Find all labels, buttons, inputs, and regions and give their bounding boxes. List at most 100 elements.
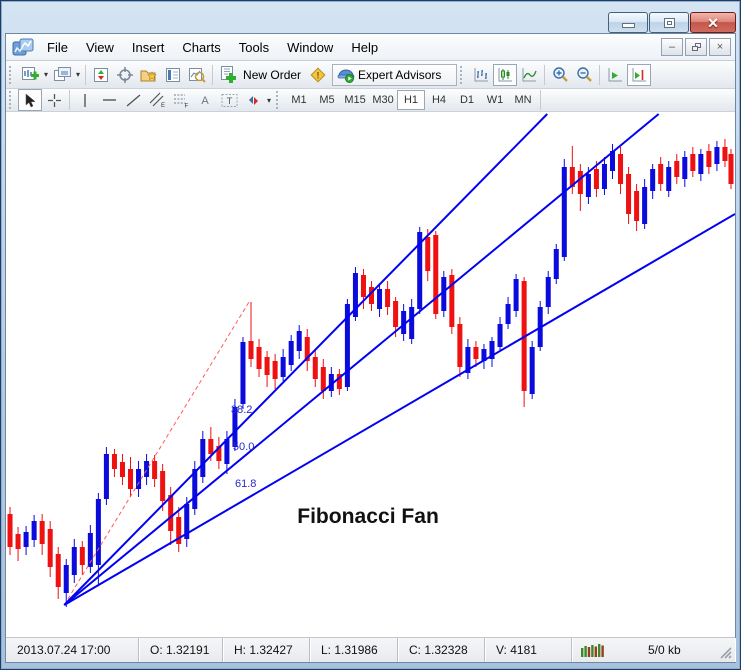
vertical-line-tool[interactable] <box>73 89 97 111</box>
strategy-tester-button[interactable] <box>185 64 209 86</box>
zoom-in-button[interactable] <box>548 64 572 86</box>
cursor-tool-button[interactable] <box>18 89 42 111</box>
crosshair-tool-button[interactable] <box>42 89 66 111</box>
title-bar: ✕ <box>1 1 740 33</box>
equidistant-channel-tool[interactable]: E <box>145 89 169 111</box>
text-tool[interactable]: A <box>193 89 217 111</box>
timeframe-h4[interactable]: H4 <box>431 94 447 106</box>
toolbar-separator <box>540 90 542 110</box>
terminal-button[interactable] <box>161 64 185 86</box>
status-open: O: 1.32191 <box>139 638 223 662</box>
navigator-button[interactable] <box>137 64 161 86</box>
auto-scroll-button[interactable] <box>603 64 627 86</box>
menu-window[interactable]: Window <box>287 39 334 55</box>
bar-chart-button[interactable] <box>469 64 493 86</box>
window-controls: ✕ <box>608 12 736 33</box>
expert-advisors-button[interactable]: Expert Advisors <box>332 63 458 86</box>
new-order-button[interactable] <box>216 64 240 86</box>
mdi-minimize-button[interactable]: – <box>661 38 683 56</box>
text-label-tool[interactable]: T <box>217 89 241 111</box>
expert-advisor-hat-icon <box>337 69 355 83</box>
timeframe-h1[interactable]: H1 <box>397 90 426 110</box>
timeframe-m5[interactable]: M5 <box>319 94 335 106</box>
arrows-tool[interactable] <box>241 89 265 111</box>
svg-text:!: ! <box>317 70 320 80</box>
profiles-button[interactable] <box>50 64 74 86</box>
fan-level-label: 38.2 <box>231 404 252 416</box>
line-chart-button[interactable] <box>517 64 541 86</box>
new-chart-button[interactable] <box>18 64 42 86</box>
candlestick-chart-icon <box>498 67 513 81</box>
connection-signal-icon <box>581 644 604 657</box>
data-window-button[interactable] <box>113 64 137 86</box>
zoom-out-icon <box>577 67 592 82</box>
new-order-label[interactable]: New Order <box>243 67 302 82</box>
candlestick-chart-canvas[interactable]: 38.2 50.0 61.8 Fibonacci Fan <box>6 112 735 637</box>
toolbar-separator <box>69 90 70 110</box>
toolbar-separator <box>212 64 214 85</box>
toolbar-grip[interactable] <box>276 91 280 109</box>
menu-charts[interactable]: Charts <box>182 39 221 55</box>
toolbar-grip[interactable] <box>9 65 13 84</box>
menu-file[interactable]: File <box>47 39 68 55</box>
terminal-icon <box>166 67 181 82</box>
fibonacci-fan-annotation: Fibonacci Fan <box>297 505 439 528</box>
toolbar-grip[interactable] <box>9 91 13 109</box>
timeframe-w1[interactable]: W1 <box>486 94 504 106</box>
line-studies-toolbar: E F A T <box>6 89 735 112</box>
zoom-out-button[interactable] <box>572 64 596 86</box>
mt4-logo-icon <box>12 38 34 56</box>
toolbar-separator <box>599 64 601 85</box>
timeframe-m1[interactable]: M1 <box>291 94 307 106</box>
mdi-close-button[interactable]: × <box>709 38 731 56</box>
fibonacci-icon: F <box>174 94 189 108</box>
status-bar: 2013.07.24 17:00 O: 1.32191 H: 1.32427 L… <box>6 637 735 662</box>
mdi-restore-button[interactable] <box>685 38 707 56</box>
arrows-dropdown[interactable]: ▾ <box>267 95 272 105</box>
status-high: H: 1.32427 <box>223 638 310 662</box>
text-label-icon: T <box>221 93 237 107</box>
fan-level-label: 50.0 <box>233 441 254 453</box>
resize-grip[interactable] <box>718 645 732 659</box>
menu-view[interactable]: View <box>85 39 114 55</box>
expert-advisors-label: Expert Advisors <box>358 67 442 82</box>
alert-diamond-icon: ! <box>310 67 326 82</box>
channel-icon: E <box>149 92 165 108</box>
trendline-tool[interactable] <box>121 89 145 111</box>
menu-tools[interactable]: Tools <box>238 39 270 55</box>
timeframe-mn[interactable]: MN <box>514 94 532 106</box>
chart-shift-button[interactable] <box>627 63 652 86</box>
menu-insert[interactable]: Insert <box>131 39 165 55</box>
timeframe-d1[interactable]: D1 <box>459 94 475 106</box>
candlestick-chart-button[interactable] <box>493 63 518 86</box>
status-close: C: 1.32328 <box>398 638 485 662</box>
timeframe-m30[interactable]: M30 <box>372 94 394 106</box>
svg-text:T: T <box>226 96 232 107</box>
toolbar-separator <box>544 64 546 85</box>
timeframe-m15[interactable]: M15 <box>344 94 366 106</box>
horizontal-line-tool[interactable] <box>97 89 121 111</box>
app-frame: File View Insert Charts Tools Window Hel… <box>5 33 736 663</box>
fibonacci-retracement-tool[interactable]: F <box>169 89 193 111</box>
zoom-in-icon <box>553 67 568 82</box>
minimize-button[interactable] <box>608 12 648 33</box>
svg-text:A: A <box>201 95 209 107</box>
profiles-dropdown[interactable]: ▾ <box>76 70 81 79</box>
new-chart-dropdown[interactable]: ▾ <box>44 70 49 79</box>
market-watch-button[interactable] <box>89 64 113 86</box>
mdi-window-controls: – × <box>661 38 731 56</box>
maximize-button[interactable] <box>649 12 689 33</box>
profiles-icon <box>53 66 71 81</box>
status-datetime: 2013.07.24 17:00 <box>6 638 139 662</box>
new-chart-icon <box>21 66 39 80</box>
menu-help[interactable]: Help <box>351 39 379 55</box>
status-traffic: 5/0 kb <box>648 643 681 657</box>
toolbar-grip[interactable] <box>460 65 464 84</box>
status-volume: V: 4181 <box>485 638 572 662</box>
alert-button[interactable]: ! <box>306 64 330 86</box>
line-chart-icon <box>522 67 538 81</box>
chart-area[interactable]: 38.2 50.0 61.8 Fibonacci Fan <box>6 112 735 637</box>
chart-shift-icon <box>632 67 647 81</box>
close-button[interactable]: ✕ <box>690 12 736 33</box>
